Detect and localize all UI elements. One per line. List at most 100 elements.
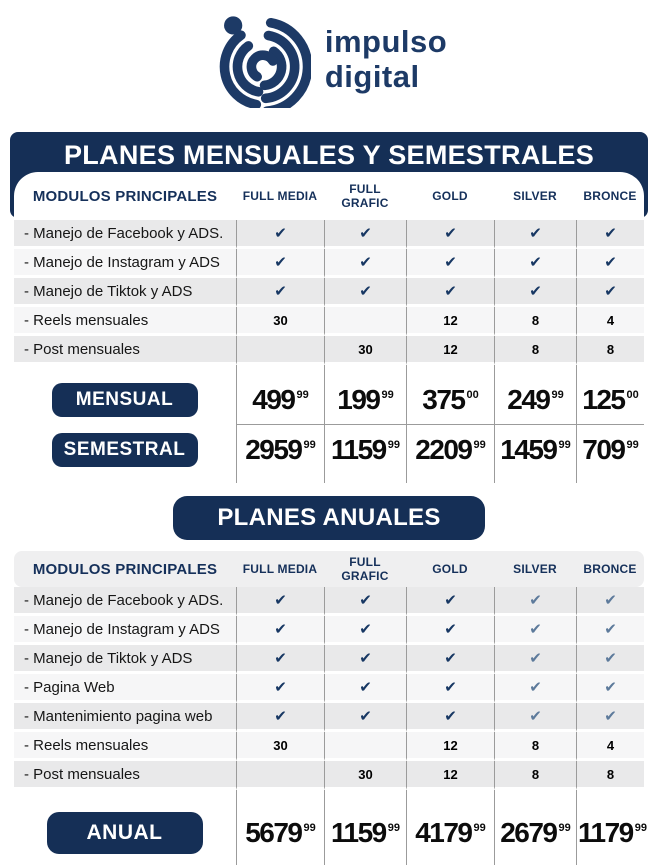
price-label-cell: ANUAL (14, 805, 236, 861)
check-icon: ✔ (274, 223, 287, 242)
price-cell: 2959 99 (236, 425, 324, 474)
spacer-row (14, 365, 644, 375)
spacer-cell (576, 474, 644, 483)
feature-cell: ✔ (236, 249, 324, 278)
feature-cell: ✔ (576, 587, 644, 616)
price-integer: 125 (582, 383, 626, 415)
price-integer: 199 (337, 383, 381, 415)
check-icon: ✔ (444, 252, 457, 271)
spacer-cell (576, 790, 644, 805)
feature-row: - Post mensuales 30 12 8 8 (14, 761, 644, 790)
annual-table: MODULOS PRINCIPALES FULL MEDIA FULL GRAFIC… (14, 551, 647, 865)
check-icon: ✔ (604, 677, 617, 696)
feature-cell: 8 (494, 307, 576, 336)
price-cell: 375 00 (406, 375, 494, 425)
check-icon: ✔ (444, 590, 457, 609)
price-label-cell: SEMESTRAL (14, 425, 236, 474)
check-icon: ✔ (359, 619, 372, 638)
feature-label: - Manejo de Facebook y ADS. (14, 587, 236, 616)
feature-label: - Post mensuales (14, 336, 236, 365)
spacer-row (14, 474, 644, 483)
feature-cell: ✔ (236, 220, 324, 249)
logo-wordmark: impulso digital (325, 25, 447, 94)
feature-cell (324, 732, 406, 761)
feature-row: - Mantenimiento pagina web ✔ ✔ ✔ ✔ ✔ (14, 703, 644, 732)
feature-cell: ✔ (494, 220, 576, 249)
feature-cell: ✔ (576, 616, 644, 645)
spacer-cell (494, 474, 576, 483)
check-icon: ✔ (604, 706, 617, 725)
feature-cell: ✔ (406, 249, 494, 278)
logo-dot (223, 16, 243, 35)
price-period-pill: SEMESTRAL (51, 432, 198, 467)
monthly-feature-rows: - Manejo de Facebook y ADS. ✔ ✔ ✔ ✔ ✔ - Manejo… (14, 220, 644, 365)
annual-feature-rows: - Manejo de Facebook y ADS. ✔ ✔ ✔ ✔ ✔ - Manejo… (14, 587, 644, 790)
price-period-pill: MENSUAL (51, 383, 198, 417)
price-integer: 249 (507, 383, 551, 415)
feature-cell: 4 (576, 732, 644, 761)
feature-cell: ✔ (324, 703, 406, 732)
feature-cell: ✔ (406, 645, 494, 674)
feature-cell: 12 (406, 761, 494, 790)
price-cents: 99 (558, 438, 571, 451)
price-cell: 5679 99 (236, 805, 324, 861)
spacer-cell (236, 474, 324, 483)
price-cell: 1459 99 (494, 425, 576, 474)
spacer-cell (14, 861, 236, 865)
price-integer: 4179 (415, 817, 473, 848)
price-cents: 99 (634, 822, 647, 834)
check-icon: ✔ (529, 619, 542, 638)
check-icon: ✔ (274, 648, 287, 667)
spacer-cell (576, 365, 644, 375)
feature-row: - Manejo de Facebook y ADS. ✔ ✔ ✔ ✔ ✔ (14, 220, 644, 249)
feature-cell: ✔ (236, 703, 324, 732)
price-cell: 125 00 (576, 375, 644, 425)
feature-label: - Reels mensuales (14, 732, 236, 761)
check-icon: ✔ (359, 706, 372, 725)
feature-label: - Reels mensuales (14, 307, 236, 336)
check-icon: ✔ (274, 677, 287, 696)
price-cents: 99 (473, 822, 486, 834)
check-icon: ✔ (444, 706, 457, 725)
price-cents: 99 (303, 822, 316, 834)
spacer-cell (324, 474, 406, 483)
annual-table-header: MODULOS PRINCIPALES FULL MEDIA FULL GRAFIC… (14, 551, 644, 587)
price-cents: 99 (473, 438, 486, 451)
feature-cell: ✔ (576, 278, 644, 307)
check-icon: ✔ (604, 619, 617, 638)
price-cell: 199 99 (324, 375, 406, 425)
annual-section: PLANES ANUALES MODULOS PRINCIPALES FULL M… (0, 496, 658, 865)
feature-cell: ✔ (494, 703, 576, 732)
feature-cell: ✔ (494, 249, 576, 278)
price-integer: 375 (422, 383, 466, 415)
check-icon: ✔ (359, 223, 372, 242)
price-integer: 2959 (245, 433, 303, 465)
check-icon: ✔ (604, 223, 617, 242)
feature-row: - Post mensuales 30 12 8 8 (14, 336, 644, 365)
price-integer: 2209 (415, 433, 473, 465)
feature-cell: ✔ (324, 587, 406, 616)
spacer-cell (236, 790, 324, 805)
feature-label: - Manejo de Facebook y ADS. (14, 220, 236, 249)
check-icon: ✔ (274, 590, 287, 609)
price-cell: 499 99 (236, 375, 324, 425)
price-integer: 1159 (331, 433, 387, 465)
feature-cell: ✔ (236, 278, 324, 307)
feature-cell (324, 307, 406, 336)
price-cell: 1179 99 (576, 805, 647, 861)
monthly-price-rows: MENSUAL 499 99 199 99 375 00 249 99 125 00 SEMESTRA… (14, 365, 644, 483)
check-icon: ✔ (529, 677, 542, 696)
column-header-bronce: BRONCE (583, 189, 637, 203)
price-cell: 709 99 (576, 425, 644, 474)
feature-cell: 8 (576, 761, 644, 790)
check-icon: ✔ (604, 281, 617, 300)
column-header-silver: SILVER (513, 189, 557, 203)
column-header-modulos-principales: MODULOS PRINCIPALES (32, 187, 218, 205)
check-icon: ✔ (359, 648, 372, 667)
feature-row: - Manejo de Facebook y ADS. ✔ ✔ ✔ ✔ ✔ (14, 587, 644, 616)
spacer-cell (406, 790, 494, 805)
feature-cell: 8 (576, 336, 644, 365)
feature-cell: ✔ (236, 674, 324, 703)
check-icon: ✔ (604, 648, 617, 667)
spacer-cell (14, 365, 236, 375)
